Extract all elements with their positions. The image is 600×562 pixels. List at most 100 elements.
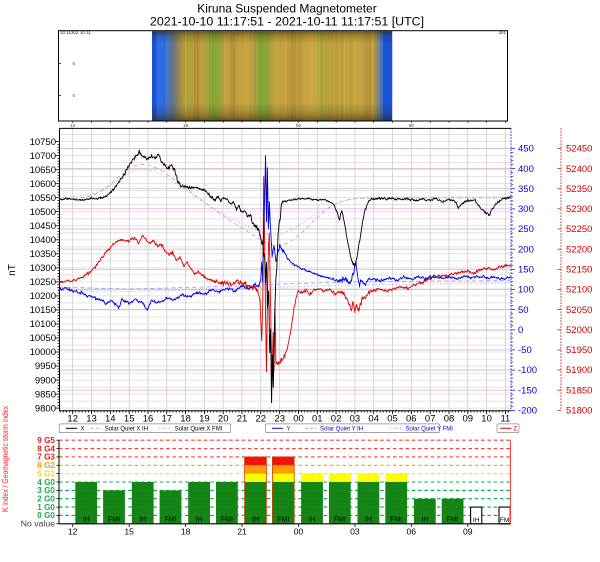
- svg-text:10 1130Z 10 11: 10 1130Z 10 11: [60, 30, 91, 35]
- svg-text:10550: 10550: [30, 193, 56, 204]
- svg-text:51800: 51800: [566, 406, 592, 417]
- svg-text:51950: 51950: [566, 345, 592, 356]
- svg-text:52250: 52250: [566, 224, 592, 235]
- svg-text:52100: 52100: [566, 285, 592, 296]
- svg-text:-150: -150: [518, 385, 537, 396]
- svg-text:1 G0: 1 G0: [37, 503, 55, 512]
- svg-text:10650: 10650: [30, 165, 56, 176]
- svg-text:450: 450: [518, 144, 534, 155]
- svg-text:0: 0: [518, 325, 523, 336]
- svg-text:No value: No value: [21, 519, 55, 529]
- svg-text:X: X: [81, 426, 85, 432]
- svg-text:IH: IH: [196, 516, 203, 523]
- svg-text:04: 04: [368, 414, 379, 425]
- svg-text:52200: 52200: [566, 244, 592, 255]
- svg-text:03: 03: [350, 414, 361, 425]
- svg-text:FMI: FMI: [390, 516, 402, 523]
- svg-text:52150: 52150: [566, 265, 592, 276]
- svg-text:400: 400: [518, 164, 534, 175]
- svg-text:3 G0: 3 G0: [37, 486, 55, 495]
- svg-text:7 G3: 7 G3: [37, 453, 55, 462]
- svg-text:09: 09: [463, 527, 473, 537]
- svg-text:IH: IH: [365, 516, 372, 523]
- svg-text:20: 20: [218, 414, 229, 425]
- svg-text:FMI: FMI: [221, 516, 233, 523]
- svg-text:6 G2: 6 G2: [37, 461, 55, 470]
- svg-text:13: 13: [86, 414, 97, 425]
- svg-text:Z: Z: [513, 426, 517, 432]
- svg-text:10300: 10300: [30, 263, 56, 274]
- svg-text:300: 300: [518, 204, 534, 215]
- svg-text:FMI: FMI: [164, 516, 176, 523]
- svg-text:01: 01: [312, 414, 323, 425]
- svg-text:18: 18: [180, 414, 191, 425]
- svg-text:9900: 9900: [35, 375, 56, 386]
- svg-text:15: 15: [124, 527, 134, 537]
- svg-text:00: 00: [294, 527, 304, 537]
- svg-text:Solar Quiet X IH: Solar Quiet X IH: [105, 426, 148, 432]
- svg-text:05: 05: [387, 414, 398, 425]
- svg-text:22: 22: [256, 414, 267, 425]
- svg-text:06: 06: [409, 123, 414, 128]
- svg-text:10050: 10050: [30, 333, 56, 344]
- svg-text:10150: 10150: [30, 305, 56, 316]
- svg-text:06: 06: [407, 527, 417, 537]
- svg-text:5 G1: 5 G1: [37, 469, 55, 478]
- svg-text:-200: -200: [518, 406, 537, 417]
- svg-text:52450: 52450: [566, 144, 592, 155]
- svg-text:-50: -50: [518, 345, 532, 356]
- svg-text:50: 50: [518, 305, 529, 316]
- svg-text:52400: 52400: [566, 164, 592, 175]
- svg-text:21: 21: [237, 414, 248, 425]
- svg-text:10500: 10500: [30, 207, 56, 218]
- svg-text:12: 12: [67, 414, 78, 425]
- svg-text:IH: IH: [421, 516, 428, 523]
- svg-text:100: 100: [518, 285, 534, 296]
- svg-text:21: 21: [237, 527, 247, 537]
- svg-text:8 G4: 8 G4: [37, 444, 55, 453]
- svg-text:10750: 10750: [30, 137, 56, 148]
- svg-text:52350: 52350: [566, 184, 592, 195]
- svg-text:Solar Quiet Y IH: Solar Quiet Y IH: [320, 426, 363, 432]
- svg-text:10250: 10250: [30, 277, 56, 288]
- svg-text:52300: 52300: [566, 204, 592, 215]
- svg-text:10350: 10350: [30, 249, 56, 260]
- svg-text:-100: -100: [518, 365, 537, 376]
- svg-text:301: 301: [498, 30, 506, 35]
- svg-text:03: 03: [350, 527, 360, 537]
- svg-text:nT: nT: [7, 264, 18, 276]
- svg-text:Y: Y: [287, 426, 291, 432]
- svg-text:11: 11: [500, 414, 510, 425]
- svg-text:9950: 9950: [35, 361, 56, 372]
- svg-text:10100: 10100: [30, 319, 56, 330]
- svg-text:00: 00: [293, 414, 304, 425]
- svg-text:10: 10: [481, 414, 492, 425]
- svg-text:FMI: FMI: [447, 516, 459, 523]
- svg-text:Solar Quiet X FMI: Solar Quiet X FMI: [175, 426, 223, 432]
- svg-text:2021-10-10 11:17:51 - 2021-10-: 2021-10-10 11:17:51 - 2021-10-11 11:17:5…: [150, 15, 424, 29]
- svg-text:IH: IH: [83, 516, 90, 523]
- svg-text:10000: 10000: [30, 347, 56, 358]
- svg-text:52050: 52050: [566, 305, 592, 316]
- svg-text:FMI: FMI: [108, 516, 120, 523]
- svg-text:2 G0: 2 G0: [37, 495, 55, 504]
- svg-text:IH: IH: [309, 516, 316, 523]
- svg-text:150: 150: [518, 265, 534, 276]
- svg-text:4 G0: 4 G0: [37, 478, 55, 487]
- svg-text:12: 12: [68, 527, 78, 537]
- svg-text:12: 12: [70, 123, 75, 128]
- svg-text:Kiruna Suspended Magnetometer: Kiruna Suspended Magnetometer: [197, 2, 376, 16]
- svg-text:18: 18: [183, 123, 188, 128]
- svg-text:9 G5: 9 G5: [37, 436, 55, 445]
- svg-text:10700: 10700: [30, 151, 56, 162]
- svg-text:FM: FM: [500, 517, 510, 524]
- svg-text:IH: IH: [473, 517, 480, 524]
- svg-text:FMI: FMI: [277, 516, 289, 523]
- svg-text:IH: IH: [139, 516, 146, 523]
- svg-text:51850: 51850: [566, 385, 592, 396]
- svg-text:08: 08: [444, 414, 455, 425]
- svg-text:23: 23: [274, 414, 285, 425]
- svg-text:10450: 10450: [30, 221, 56, 232]
- svg-text:02: 02: [331, 414, 342, 425]
- svg-text:51900: 51900: [566, 365, 592, 376]
